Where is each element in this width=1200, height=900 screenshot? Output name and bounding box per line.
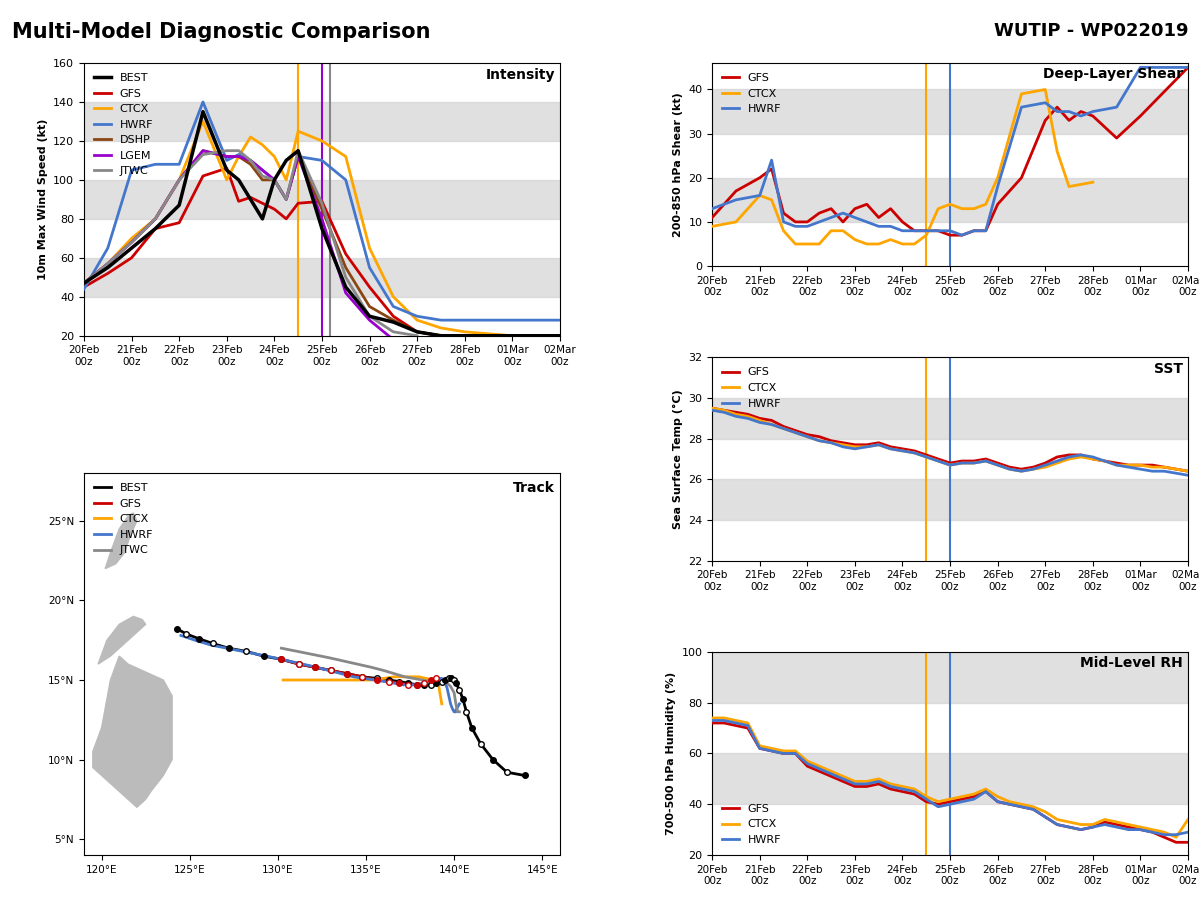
- Bar: [712, 89, 1188, 133]
- Legend: BEST, GFS, CTCX, HWRF, JTWC: BEST, GFS, CTCX, HWRF, JTWC: [90, 479, 157, 560]
- Text: SST: SST: [1154, 362, 1183, 375]
- Legend: GFS, CTCX, HWRF: GFS, CTCX, HWRF: [718, 68, 786, 119]
- Legend: BEST, GFS, CTCX, HWRF, DSHP, LGEM, JTWC: BEST, GFS, CTCX, HWRF, DSHP, LGEM, JTWC: [90, 68, 157, 181]
- Legend: GFS, CTCX, HWRF: GFS, CTCX, HWRF: [718, 799, 786, 850]
- Text: Multi-Model Diagnostic Comparison: Multi-Model Diagnostic Comparison: [12, 22, 431, 42]
- Bar: [84, 257, 560, 297]
- Text: Deep-Layer Shear: Deep-Layer Shear: [1043, 68, 1183, 81]
- Bar: [712, 652, 1188, 703]
- Bar: [712, 398, 1188, 438]
- Text: Intensity: Intensity: [486, 68, 556, 83]
- Y-axis label: 700-500 hPa Humidity (%): 700-500 hPa Humidity (%): [666, 671, 676, 835]
- Bar: [712, 480, 1188, 520]
- Text: CIRA: CIRA: [34, 863, 74, 878]
- Polygon shape: [106, 513, 137, 569]
- Y-axis label: 10m Max Wind Speed (kt): 10m Max Wind Speed (kt): [37, 119, 48, 280]
- Polygon shape: [92, 656, 172, 807]
- Text: Mid-Level RH: Mid-Level RH: [1080, 656, 1183, 670]
- Bar: [712, 178, 1188, 222]
- Y-axis label: 200-850 hPa Shear (kt): 200-850 hPa Shear (kt): [673, 92, 683, 237]
- Y-axis label: Sea Surface Temp (°C): Sea Surface Temp (°C): [672, 389, 683, 529]
- Bar: [84, 102, 560, 141]
- Legend: GFS, CTCX, HWRF: GFS, CTCX, HWRF: [718, 363, 786, 413]
- Polygon shape: [98, 616, 145, 664]
- Bar: [712, 753, 1188, 805]
- Bar: [84, 180, 560, 219]
- Text: Track: Track: [514, 481, 556, 495]
- Text: WUTIP - WP022019: WUTIP - WP022019: [994, 22, 1188, 40]
